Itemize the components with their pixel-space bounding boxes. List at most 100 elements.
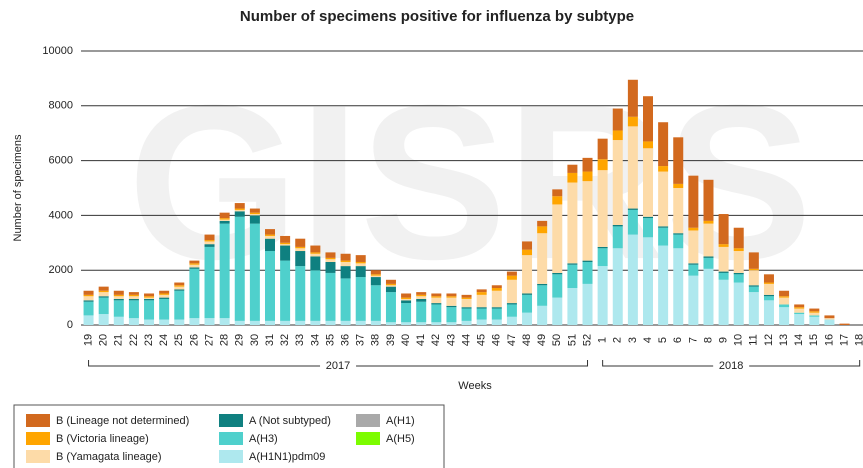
bar-segment (310, 270, 321, 321)
bar-segment (189, 260, 200, 264)
x-tick-label: 11 (748, 334, 760, 345)
bar-segment (355, 320, 366, 325)
legend-label: B (Yamagata lineage) (56, 451, 162, 463)
bar-segment (370, 270, 381, 275)
bar-segment (688, 230, 699, 264)
y-axis-label: Number of specimens (12, 134, 24, 241)
x-tick-label: 35 (324, 334, 336, 346)
bar-segment (703, 220, 714, 224)
bar-segment (627, 126, 638, 209)
bar-segment (627, 209, 638, 235)
bar-segment (83, 300, 94, 302)
bar-segment (658, 227, 669, 246)
bar-segment (748, 292, 759, 325)
bar-segment (612, 226, 623, 249)
year-label: 2018 (719, 360, 743, 372)
bar-segment (582, 171, 593, 182)
bar-segment (824, 315, 835, 319)
x-tick-label: 8 (702, 337, 714, 343)
bar-segment (446, 322, 457, 325)
bar-segment (537, 220, 548, 227)
bar-segment (763, 300, 774, 325)
x-tick-label: 10 (733, 334, 745, 346)
bar-segment (461, 297, 472, 299)
bar-segment (325, 259, 336, 262)
x-tick-label: 48 (521, 334, 533, 346)
bar-segment (673, 183, 684, 188)
bar-segment (265, 320, 275, 325)
bar-segment (280, 235, 291, 243)
bar-segment (718, 272, 729, 280)
bar-segment (567, 288, 578, 325)
bar-segment (733, 251, 744, 273)
bar-segment (295, 246, 306, 249)
y-tick-label: 2000 (49, 264, 73, 276)
bar-segment (83, 296, 94, 301)
bar-segment (295, 266, 306, 321)
x-tick-label: 3 (627, 337, 639, 343)
year-label-bg (713, 359, 750, 373)
x-tick-label: 13 (778, 334, 790, 346)
x-tick-label: 21 (113, 334, 125, 346)
legend-swatch (356, 432, 380, 445)
bar-segment (355, 277, 366, 321)
legend-label: A(H5) (386, 433, 415, 445)
bar-segment (98, 286, 109, 291)
legend-label: B (Lineage not determined) (56, 415, 189, 427)
bar-segment (673, 248, 684, 325)
bar-segment (83, 294, 94, 297)
bar-segment (355, 261, 366, 264)
bar-segment (249, 212, 260, 215)
bar-segment (340, 320, 351, 325)
bar-segment (249, 214, 260, 216)
x-tick-label: 20 (98, 334, 110, 346)
bar-segment (582, 157, 593, 172)
bar-segment (718, 214, 729, 245)
bar-segment (612, 108, 623, 131)
bar-segment (189, 264, 200, 268)
bar-segment (733, 272, 744, 275)
legend-swatch (26, 450, 50, 463)
x-tick-label: 12 (763, 334, 775, 346)
bar-segment (461, 294, 472, 298)
bar-segment (416, 296, 427, 299)
bar-segment (280, 320, 291, 325)
bar-segment (83, 315, 94, 325)
legend-label: A(H1N1)pdm09 (249, 451, 325, 463)
bar-segment (159, 297, 170, 299)
x-tick-label: 29 (234, 334, 246, 346)
bar-segment (506, 271, 517, 276)
bar-segment (234, 211, 245, 217)
y-tick-label: 6000 (49, 155, 73, 167)
bar-segment (491, 307, 502, 309)
bar-segment (128, 300, 139, 319)
bar-segment (98, 297, 109, 315)
bar-segment (280, 242, 291, 245)
bar-segment (280, 245, 291, 261)
bar-segment (461, 307, 472, 309)
bar-segment (643, 141, 653, 149)
bar-segment (522, 293, 533, 295)
bar-segment (144, 297, 155, 299)
bar-segment (461, 308, 472, 321)
bar-segment (204, 241, 215, 245)
bar-segment (537, 226, 548, 234)
bar-segment (809, 308, 820, 312)
x-tick-label: 30 (249, 334, 261, 346)
bar-segment (522, 249, 533, 256)
bar-segment (431, 303, 442, 305)
bar-segment (249, 208, 260, 213)
bar-segment (567, 172, 578, 183)
bar-segment (446, 307, 457, 323)
bar-segment (98, 292, 109, 297)
bar-segment (159, 293, 170, 295)
bar-segment (401, 303, 412, 323)
bar-segment (582, 261, 593, 284)
bar-segment (506, 303, 517, 305)
bar-segment (794, 314, 805, 325)
x-tick-label: 17 (838, 334, 850, 346)
bar-segment (824, 318, 835, 320)
bar-segment (476, 307, 487, 309)
bar-segment (582, 181, 593, 261)
